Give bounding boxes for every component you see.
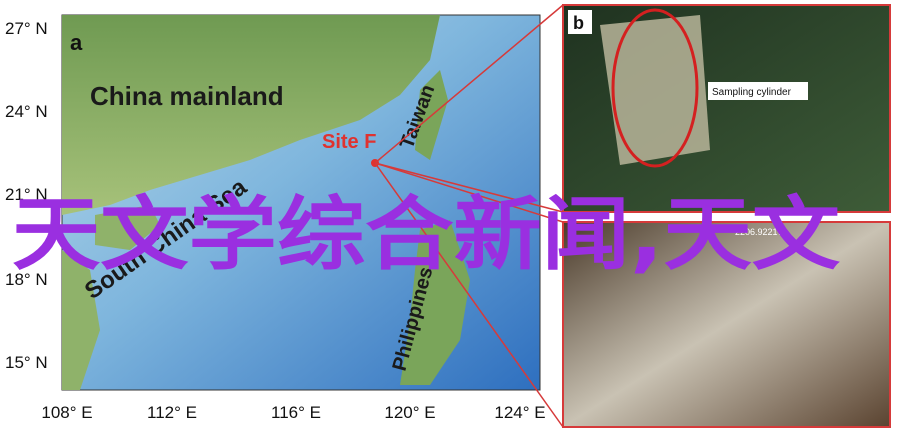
vietnam-shape	[62, 250, 100, 390]
panel-label: b	[573, 13, 584, 33]
lon-tick-label: 116° E	[271, 403, 321, 422]
connectors	[374, 4, 564, 428]
lon-tick-label: 120° E	[384, 403, 435, 422]
lon-tick-label: 112° E	[147, 403, 197, 422]
connector-line	[374, 162, 564, 428]
philippines-shape	[400, 220, 470, 385]
panel-label: a	[70, 30, 83, 55]
sampler-device	[600, 15, 710, 165]
lon-tick-label: 108° E	[41, 403, 92, 422]
site-label: Site F	[322, 131, 376, 153]
lat-tick-label: 27° N	[5, 19, 48, 38]
timestamp: 2206.92217	[735, 227, 783, 237]
connector-line	[374, 4, 564, 164]
lat-tick-label: 24° N	[5, 102, 48, 121]
photo-c: 2206.92217	[562, 221, 891, 428]
connector-line	[374, 162, 564, 213]
connector-line	[374, 162, 564, 223]
map-panel: a China mainland Site F Taiwan South Chi…	[5, 14, 546, 422]
photo-frame	[562, 221, 891, 428]
mainland-shape	[62, 15, 440, 215]
map-label: China mainland	[90, 81, 284, 111]
lat-tick-label: 18° N	[5, 270, 48, 289]
callout-label: Sampling cylinder	[712, 87, 792, 98]
highlight-ellipse	[611, 8, 699, 168]
photo-b: b Sampling cylinder	[562, 4, 891, 213]
overlay-text: 天文学综合新闻,天文	[12, 188, 840, 281]
callout-box	[708, 82, 808, 100]
lon-tick-label: 124° E	[494, 403, 545, 422]
lat-tick-label: 15° N	[5, 353, 48, 372]
label-box	[568, 10, 592, 34]
lat-tick-label: 21° N	[5, 185, 48, 204]
hainan-shape	[95, 205, 160, 250]
